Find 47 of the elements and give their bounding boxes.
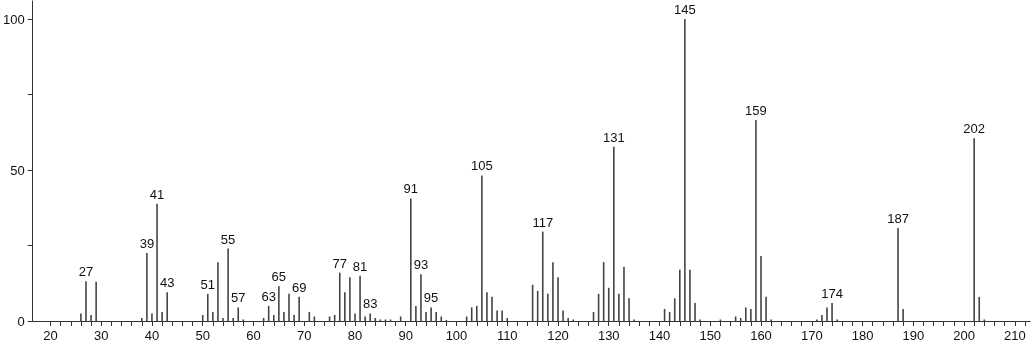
y-tick-label: 0: [17, 313, 25, 329]
x-tick-label: 160: [750, 328, 772, 343]
annotation: 65: [271, 269, 287, 285]
x-tick-label: 100: [445, 328, 468, 343]
annotation: 39: [139, 236, 155, 252]
x-tick-label: 20: [43, 328, 58, 343]
x-tick-label: 70: [296, 328, 312, 343]
x-tick-label: 190: [902, 328, 925, 343]
annotation: 174: [821, 285, 843, 301]
annotation: 69: [291, 279, 307, 295]
x-tick-label: 40: [144, 328, 160, 343]
annotation: 93: [413, 257, 429, 273]
x-tick-label: 210: [1003, 328, 1026, 343]
annotation: 105: [471, 158, 493, 174]
x-tick-label: 60: [246, 328, 261, 343]
x-tick-label: 170: [800, 328, 823, 343]
annotation: 51: [200, 276, 216, 292]
annotation: 145: [674, 2, 696, 18]
x-tick-label: 130: [597, 328, 620, 343]
annotation: 55: [220, 231, 236, 247]
annotation: 81: [352, 258, 368, 274]
x-tick-label: 120: [547, 328, 569, 343]
x-tick-label: 30: [93, 328, 109, 343]
x-tick-label: 90: [398, 328, 413, 343]
annotation: 41: [149, 186, 165, 202]
annotation: 63: [261, 288, 276, 304]
x-tick-label: 200: [953, 328, 975, 343]
annotation: 202: [963, 121, 986, 137]
annotation: 131: [602, 129, 625, 145]
x-tick-label: 110: [496, 328, 518, 343]
annotation: 91: [403, 181, 419, 197]
annotation: 187: [887, 211, 909, 227]
x-tick-label: 150: [699, 328, 722, 343]
annotation: 77: [332, 255, 347, 271]
y-tick-label: 100: [2, 11, 25, 27]
y-tick-label: 50: [10, 162, 25, 178]
annotation: 159: [745, 102, 767, 118]
x-tick-label: 180: [851, 328, 874, 343]
x-tick-label: 80: [347, 328, 363, 343]
annotation: 83: [362, 296, 378, 312]
annotation: 57: [231, 290, 246, 306]
annotation: 117: [532, 214, 554, 230]
annotation: 95: [423, 290, 439, 306]
annotation: 27: [78, 264, 94, 280]
x-tick-label: 50: [195, 328, 210, 343]
x-tick-label: 140: [648, 328, 671, 343]
annotation: 43: [159, 275, 175, 291]
